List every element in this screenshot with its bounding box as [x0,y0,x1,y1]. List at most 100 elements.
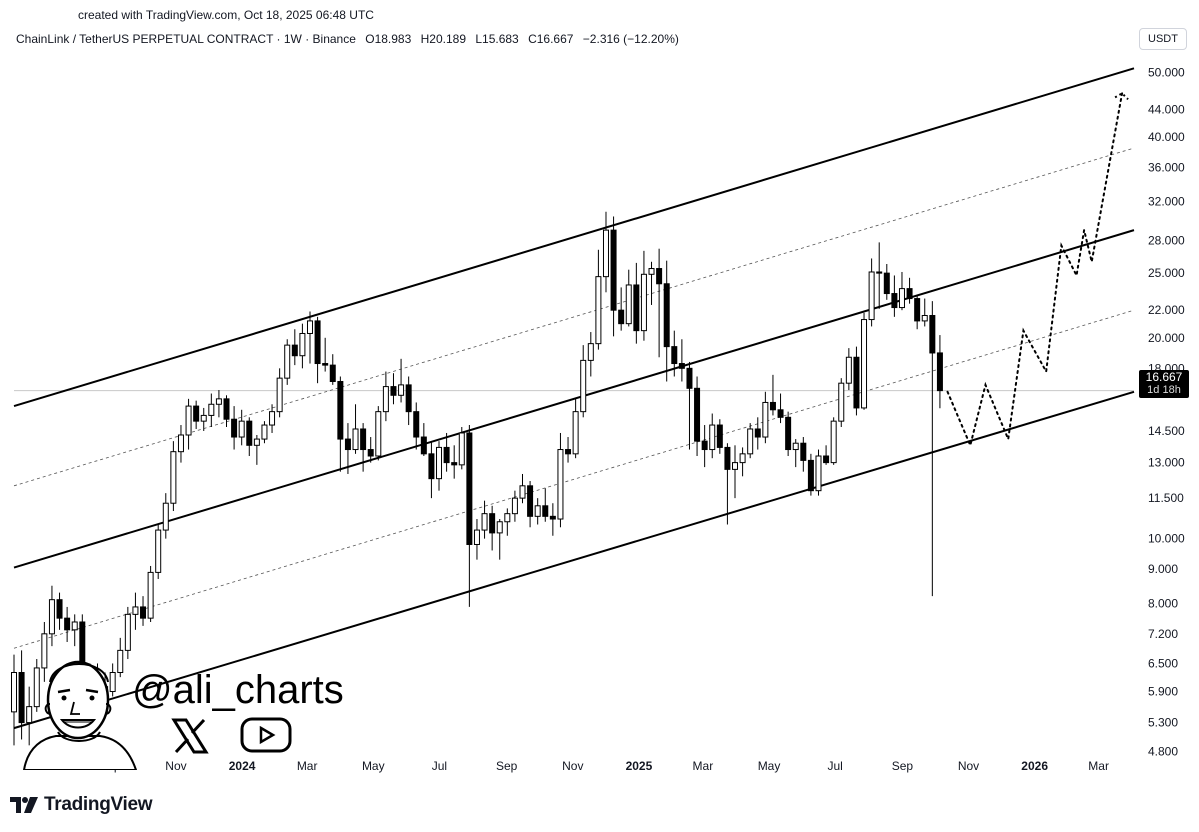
candle-body [26,706,33,724]
candle-body [845,356,852,384]
candle-body [656,268,663,285]
y-tick-label: 25.000 [1148,266,1185,280]
candle-body [284,344,291,379]
candle-body [838,382,845,422]
candle-body [314,320,321,365]
candle-body [800,442,807,461]
candle-body [352,428,359,451]
x-tick-label: 2026 [1021,759,1048,773]
time-axis: JulSepNov2024MarMayJulSepNov2025MarMayJu… [35,759,1109,773]
candle-body [739,453,746,464]
candle-body [489,513,496,534]
candle-body [648,268,655,275]
candle-body [238,420,245,438]
candle-body [557,449,564,520]
currency-button[interactable]: USDT [1139,28,1187,50]
candle-body [458,432,465,466]
candle-body [754,428,761,438]
channel-lower-quarter-line [13,309,1135,649]
x-tick-label: May [758,759,781,773]
candle-body [109,672,116,693]
candle-body [724,446,731,470]
candle-body [398,384,405,396]
y-tick-label: 22.000 [1148,303,1185,317]
candle-body [215,398,222,405]
candle-body [360,428,367,451]
candle-body [443,446,450,464]
candle-body [170,451,177,504]
y-tick-label: 7.200 [1148,627,1178,641]
x-tick-label: Sep [496,759,518,773]
channel-layer [13,67,1135,730]
ohlc-open: O18.983 [365,32,412,46]
y-tick-label: 40.000 [1148,130,1185,144]
y-tick-label: 8.000 [1148,596,1178,610]
candle-body [200,414,207,422]
x-tick-label: May [362,759,385,773]
candle-body [41,633,48,669]
candle-body [640,273,647,332]
candle-body [231,418,238,438]
bar-countdown: 1d 18h [1147,384,1181,396]
x-tick-label: Sep [892,759,914,773]
candle-body [299,332,306,357]
candle-body [853,356,860,409]
x-tick-label: Nov [958,759,979,773]
candle-body [815,455,822,492]
channel-upper-quarter-line [13,147,1135,487]
y-tick-label: 11.500 [1148,491,1184,505]
x-tick-label: Mar [693,759,714,773]
candle-body [473,529,480,545]
ohlc-close: C16.667 [528,32,574,46]
y-tick-label: 9.000 [1148,562,1178,576]
youtube-icon[interactable] [240,716,292,754]
candle-body [48,599,55,635]
candle-body [883,272,890,295]
symbol-title[interactable]: ChainLink / TetherUS PERPETUAL CONTRACT … [16,32,356,46]
candle-body [155,529,162,573]
candle-body [830,420,837,464]
candle-body [481,513,488,531]
candle-body [936,352,943,392]
candle-body [436,446,443,480]
brand-name: TradingView [44,794,153,815]
channel-lower-line [13,390,1135,730]
candle-body [504,513,511,523]
candle-body [428,453,435,480]
candle-body [390,386,397,396]
candle-body [253,438,260,446]
last-price-value: 16.667 [1145,370,1183,384]
candle-body [322,363,329,366]
candle-body [451,462,458,466]
candle-body [496,521,503,534]
candle-body [329,364,336,382]
author-handle: @ali_charts [132,668,344,712]
candle-body [382,386,389,413]
candle-body [64,617,71,631]
channel-upper-line [13,67,1135,408]
candle-body [549,515,556,520]
x-tick-label: Nov [165,759,186,773]
y-tick-label: 5.300 [1148,716,1178,730]
candle-body [276,377,283,413]
candle-body [132,606,139,615]
candle-body [511,497,518,515]
candle-body [929,314,936,354]
ohlc-low: L15.683 [475,32,519,46]
tradingview-brand[interactable]: TradingView [10,794,153,816]
candle-body [625,284,632,325]
candle-body [891,293,898,309]
x-logo-icon[interactable] [170,716,210,756]
candle-body [572,411,579,455]
candle-body [701,440,708,451]
y-tick-label: 44.000 [1148,102,1185,116]
candle-body [140,606,147,619]
x-tick-label: Jul [432,759,447,773]
candle-body [420,436,427,455]
y-tick-label: 28.000 [1148,233,1185,247]
y-tick-label: 20.000 [1148,331,1185,345]
candle-body [542,505,549,517]
candle-body [663,283,670,348]
